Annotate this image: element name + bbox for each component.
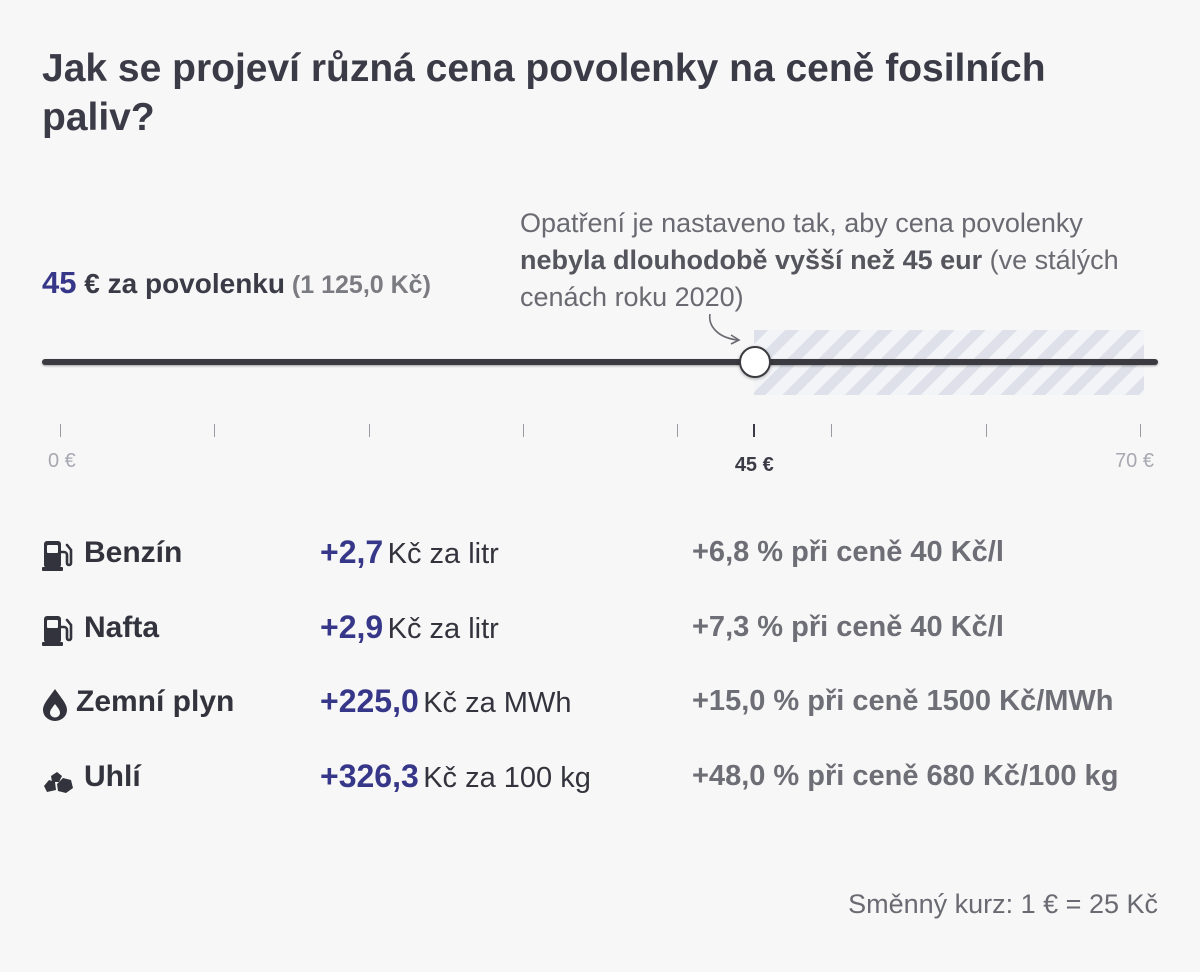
fuel-delta-value: +2,7 xyxy=(320,534,384,570)
fuel-name: Uhlí xyxy=(84,760,141,793)
fuel-row-nafta: Nafta +2,9 Kč za litr +7,3 % při ceně 40… xyxy=(42,609,1162,649)
fuel-percent-change: +15,0 % při ceně 1500 Kč/MWh xyxy=(692,685,1114,717)
fuel-row-benzin: Benzín +2,7 Kč za litr +6,8 % při ceně 4… xyxy=(42,534,1162,574)
fuel-name: Nafta xyxy=(84,611,160,644)
fuel-percent-change: +7,3 % při ceně 40 Kč/l xyxy=(692,611,1004,643)
scale-tick xyxy=(753,424,756,437)
price-unit-label: € za povolenku xyxy=(76,268,285,299)
scale-selected-label: 45 € xyxy=(734,454,774,476)
fuel-percent-change: +48,0 % při ceně 680 Kč/100 kg xyxy=(692,760,1119,792)
curved-arrow-icon xyxy=(709,313,741,345)
fuel-delta: +2,7 Kč za litr xyxy=(320,534,499,571)
scale-tick xyxy=(522,424,524,437)
fuel-name: Benzín xyxy=(84,536,183,569)
flame-drop-icon xyxy=(43,689,67,721)
scale-max-label: 70 € xyxy=(1115,450,1154,472)
scale-tick xyxy=(60,424,61,437)
scale-tick xyxy=(1140,424,1141,437)
fuel-pump-icon xyxy=(42,616,73,646)
fuel-percent-change: +6,8 % při ceně 40 Kč/l xyxy=(692,536,1004,568)
policy-note-text: Opatření je nastaveno tak, aby cena povo… xyxy=(520,208,1083,238)
slider-track[interactable] xyxy=(42,359,1158,365)
selected-price: 45 € za povolenku (1 125,0 Kč) xyxy=(42,264,431,304)
page-title: Jak se projeví různá cena povolenky na c… xyxy=(42,47,1046,139)
fuel-delta: +225,0 Kč za MWh xyxy=(320,683,571,720)
fuel-pump-icon xyxy=(42,541,73,571)
fuel-delta-value: +2,9 xyxy=(320,609,384,645)
scale-tick xyxy=(368,424,370,437)
scale-min-label: 0 € xyxy=(48,450,76,472)
exchange-rate: Směnný kurz: 1 € = 25 Kč xyxy=(848,889,1158,919)
fuel-delta-unit: Kč za MWh xyxy=(423,687,572,719)
fuel-delta-unit: Kč za 100 kg xyxy=(423,762,591,794)
policy-note-bold: nebyla dlouhodobě vyšší než 45 eur xyxy=(520,245,983,275)
policy-note: Opatření je nastaveno tak, aby cena povo… xyxy=(520,205,1160,316)
price-czk-label: (1 125,0 Kč) xyxy=(284,271,431,299)
fuel-delta-unit: Kč za litr xyxy=(387,613,499,645)
fuel-row-zemni-plyn: Zemní plyn +225,0 Kč za MWh +15,0 % při … xyxy=(42,683,1162,723)
fuel-delta: +2,9 Kč za litr xyxy=(320,609,499,646)
scale-tick xyxy=(985,424,987,437)
fuel-delta-unit: Kč za litr xyxy=(387,538,499,570)
scale-tick xyxy=(831,424,833,437)
coal-icon xyxy=(44,772,73,793)
fuel-name: Zemní plyn xyxy=(76,685,235,718)
scale-tick xyxy=(677,424,679,437)
slider-handle[interactable] xyxy=(739,346,772,378)
fuel-delta-value: +225,0 xyxy=(320,683,419,719)
fuel-delta: +326,3 Kč za 100 kg xyxy=(320,758,591,795)
price-value: 45 xyxy=(42,265,77,300)
price-slider[interactable] xyxy=(42,330,1158,400)
fuel-delta-value: +326,3 xyxy=(320,758,419,794)
fuel-row-uhli: Uhlí +326,3 Kč za 100 kg +48,0 % při cen… xyxy=(42,758,1162,798)
policy-note-suffix: (ve stálých cenách roku 2020) xyxy=(520,245,1119,312)
scale-tick xyxy=(214,424,216,437)
